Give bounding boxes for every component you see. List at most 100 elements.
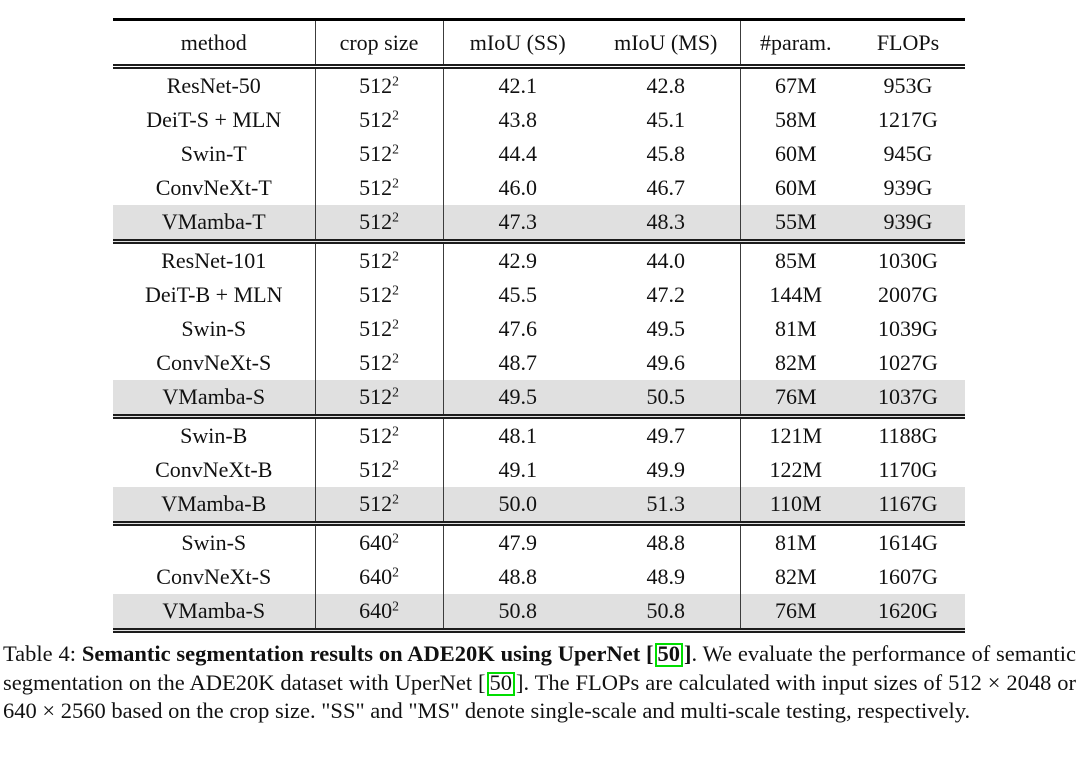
params-cell: 60M (774, 141, 817, 166)
miou-ss-cell: 45.5 (498, 282, 538, 307)
crop-exponent: 2 (392, 209, 399, 225)
crop-exponent: 2 (392, 282, 399, 298)
table-group: Swin-B 5122 48.1 49.7 121M 1188G ConvNeXt-B 512… (113, 416, 965, 524)
table-row: ConvNeXt-T 5122 46.0 46.7 60M 939G (113, 171, 965, 205)
miou-ss-cell: 48.1 (498, 423, 538, 448)
params-cell: 81M (774, 530, 817, 555)
flops-cell: 1170G (878, 457, 938, 482)
crop-size-cell: 5122 (315, 241, 444, 278)
params-cell: 85M (774, 248, 817, 273)
miou-ss-cell: 42.1 (498, 73, 538, 98)
miou-ss-cell: 47.9 (498, 530, 538, 555)
params-cell: 82M (774, 564, 817, 589)
crop-exponent: 2 (392, 175, 399, 191)
table-row: ResNet-101 5122 42.9 44.0 85M 1030G (113, 241, 965, 278)
table-group: ResNet-50 5122 42.1 42.8 67M 953G DeiT-S + MLN… (113, 66, 965, 242)
table-row: ConvNeXt-B 5122 49.1 49.9 122M 1170G (113, 453, 965, 487)
params-cell: 58M (774, 107, 817, 132)
miou-ms-cell: 48.3 (592, 205, 741, 242)
crop-size-cell: 6402 (315, 594, 444, 631)
method-cell: Swin-S (113, 312, 316, 346)
miou-ms-cell: 46.7 (592, 171, 741, 205)
results-table: method crop size mIoU (SS) mIoU (MS) #pa… (113, 18, 965, 633)
params-cell: 82M (774, 350, 817, 375)
table-row: ResNet-50 5122 42.1 42.8 67M 953G (113, 66, 965, 103)
crop-exponent: 2 (392, 316, 399, 332)
crop-exponent: 2 (392, 598, 399, 614)
crop-size-cell: 5122 (315, 205, 444, 242)
flops-cell: 2007G (878, 282, 938, 307)
miou-ss-cell: 42.9 (498, 248, 538, 273)
flops-cell: 1039G (878, 316, 938, 341)
flops-cell: 1167G (878, 491, 938, 516)
params-cell: 55M (774, 209, 817, 234)
miou-ss-cell: 46.0 (498, 175, 538, 200)
crop-exponent: 2 (392, 384, 399, 400)
params-cell: 81M (774, 316, 817, 341)
crop-size-cell: 5122 (315, 487, 444, 524)
miou-ms-cell: 48.9 (592, 560, 741, 594)
params-cell: 144M (769, 282, 823, 307)
miou-ms-cell: 49.9 (592, 453, 741, 487)
table-row: Swin-B 5122 48.1 49.7 121M 1188G (113, 416, 965, 453)
crop-size-cell: 5122 (315, 103, 444, 137)
method-cell: ResNet-50 (113, 66, 316, 103)
params-cell: 76M (774, 384, 817, 409)
miou-ss-cell: 48.7 (498, 350, 538, 375)
miou-ss-cell: 50.8 (498, 598, 538, 623)
crop-exponent: 2 (392, 491, 399, 507)
crop-size-cell: 5122 (315, 137, 444, 171)
crop-size-cell: 5122 (315, 346, 444, 380)
table-row: VMamba-S 6402 50.8 50.8 76M 1620G (113, 594, 965, 631)
flops-cell: 1620G (878, 598, 938, 623)
method-cell: ResNet-101 (113, 241, 316, 278)
method-cell: Swin-B (113, 416, 316, 453)
flops-cell: 1037G (878, 384, 938, 409)
crop-size-cell: 5122 (315, 312, 444, 346)
crop-size-cell: 5122 (315, 278, 444, 312)
flops-cell: 1188G (878, 423, 938, 448)
table-row: Swin-S 5122 47.6 49.5 81M 1039G (113, 312, 965, 346)
crop-exponent: 2 (392, 107, 399, 123)
method-cell: DeiT-S + MLN (113, 103, 316, 137)
caption-bold-title: Semantic segmentation results on ADE20K … (81, 641, 692, 668)
miou-ms-cell: 47.2 (592, 278, 741, 312)
crop-size-cell: 6402 (315, 523, 444, 560)
miou-ms-cell: 50.5 (592, 380, 741, 417)
citation-link-50[interactable]: 50 (654, 642, 684, 668)
params-cell: 121M (769, 423, 823, 448)
crop-exponent: 2 (392, 530, 399, 546)
method-cell: DeiT-B + MLN (113, 278, 316, 312)
table-row: Swin-S 6402 47.9 48.8 81M 1614G (113, 523, 965, 560)
flops-cell: 945G (883, 141, 933, 166)
miou-ms-cell: 42.8 (592, 66, 741, 103)
flops-cell: 939G (883, 175, 933, 200)
miou-ss-cell: 50.0 (498, 491, 538, 516)
miou-ms-cell: 50.8 (592, 594, 741, 631)
method-cell: VMamba-S (113, 380, 316, 417)
table-row: VMamba-B 5122 50.0 51.3 110M 1167G (113, 487, 965, 524)
citation-link-50[interactable]: 50 (486, 671, 516, 696)
params-cell: 76M (774, 598, 817, 623)
flops-cell: 1217G (878, 107, 938, 132)
method-cell: Swin-S (113, 523, 316, 560)
method-cell: VMamba-T (113, 205, 316, 242)
miou-ms-cell: 45.8 (592, 137, 741, 171)
flops-cell: 1614G (878, 530, 938, 555)
table-row: ConvNeXt-S 6402 48.8 48.9 82M 1607G (113, 560, 965, 594)
crop-size-cell: 5122 (315, 171, 444, 205)
crop-size-cell: 5122 (315, 453, 444, 487)
col-header-method: method (113, 19, 316, 67)
method-cell: ConvNeXt-B (113, 453, 316, 487)
table-row: VMamba-S 5122 49.5 50.5 76M 1037G (113, 380, 965, 417)
col-header-miou-ms: mIoU (MS) (592, 19, 741, 67)
miou-ms-cell: 51.3 (592, 487, 741, 524)
flops-cell: 939G (883, 209, 933, 234)
params-cell: 122M (769, 457, 823, 482)
caption-label: Table 4: (3, 641, 82, 666)
col-header-flops: FLOPs (876, 29, 940, 55)
method-cell: VMamba-S (113, 594, 316, 631)
caption-body-mid: . We evaluate the performance of semanti… (3, 641, 1076, 695)
miou-ss-cell: 49.5 (498, 384, 538, 409)
table-group: Swin-S 6402 47.9 48.8 81M 1614G ConvNeXt-S 6402… (113, 523, 965, 631)
